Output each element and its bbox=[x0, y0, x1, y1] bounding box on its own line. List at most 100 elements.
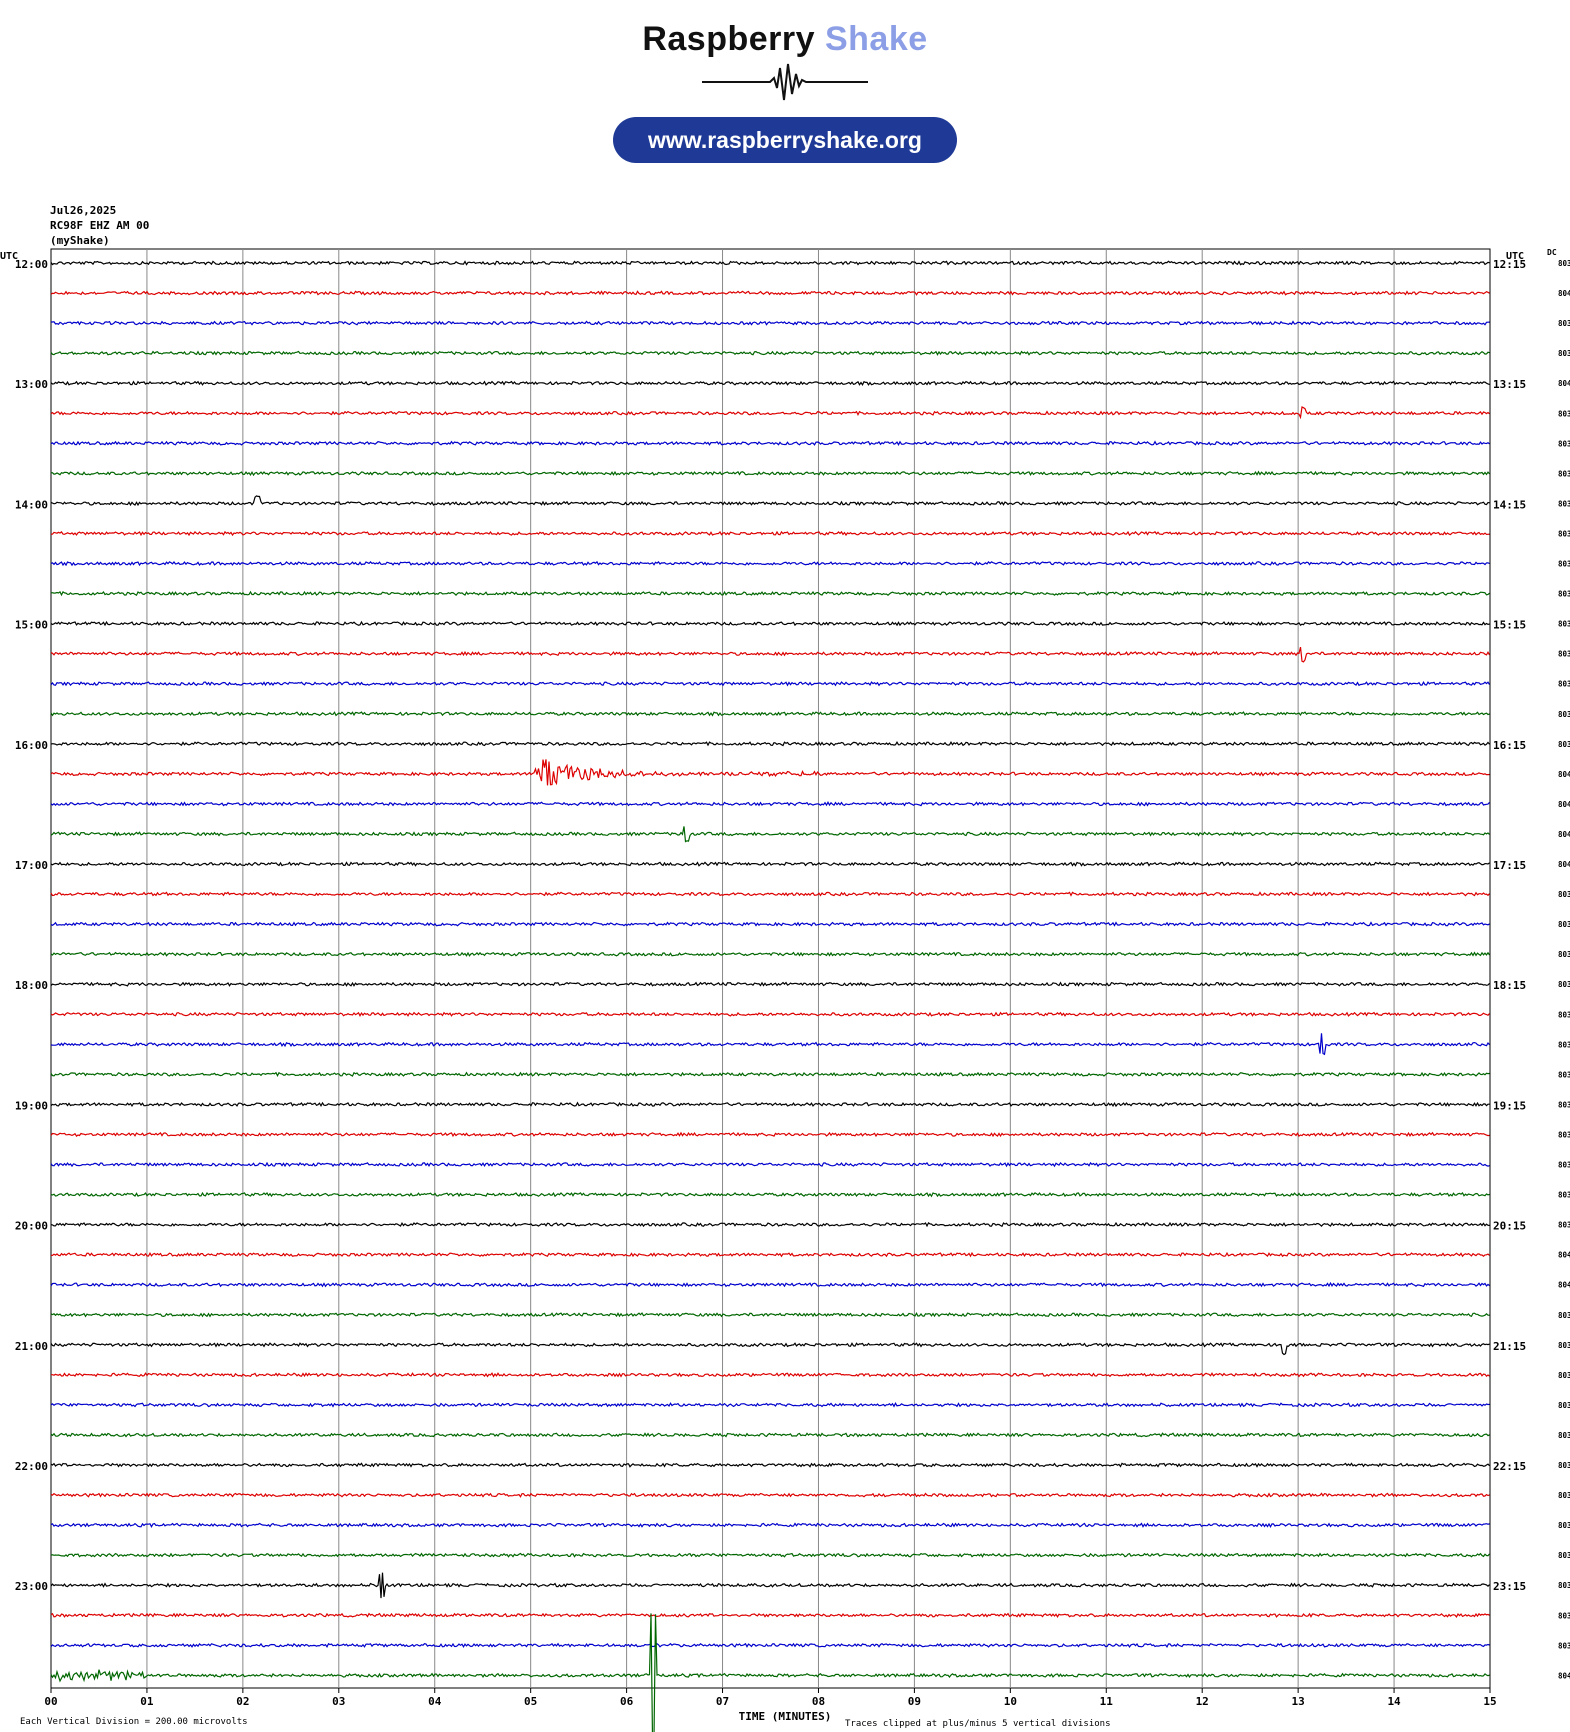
trace-row-22 bbox=[50, 921, 1490, 927]
trace-row-34 bbox=[50, 1281, 1490, 1288]
left-hour-label: 19:00 bbox=[15, 1099, 48, 1112]
dc-value: 8036 bbox=[1558, 1611, 1570, 1620]
right-hour-label: 23:15 bbox=[1493, 1580, 1526, 1593]
trace-row-29 bbox=[50, 1131, 1490, 1138]
left-hour-label: 17:00 bbox=[15, 859, 48, 872]
dc-value: 8045 bbox=[1558, 1671, 1570, 1680]
trace-row-16 bbox=[50, 741, 1490, 747]
trace-row-21 bbox=[50, 891, 1490, 897]
trace-row-26 bbox=[50, 1033, 1490, 1056]
x-tick-label: 09 bbox=[908, 1695, 921, 1708]
trace-row-18 bbox=[50, 801, 1490, 807]
trace-row-4 bbox=[50, 380, 1490, 386]
left-hour-label: 14:00 bbox=[15, 498, 48, 511]
x-tick-label: 12 bbox=[1196, 1695, 1209, 1708]
left-hour-label: 12:00 bbox=[15, 258, 48, 271]
right-hour-label: 18:15 bbox=[1493, 979, 1526, 992]
trace-row-5 bbox=[50, 406, 1490, 420]
x-tick-label: 10 bbox=[1004, 1695, 1017, 1708]
x-tick-label: 07 bbox=[716, 1695, 729, 1708]
x-tick-label: 03 bbox=[332, 1695, 345, 1708]
trace-row-30 bbox=[50, 1161, 1490, 1168]
dc-value: 8034 bbox=[1558, 1371, 1570, 1380]
dc-value: 8039 bbox=[1558, 1130, 1570, 1139]
dc-value: 8037 bbox=[1558, 1491, 1570, 1500]
x-tick-label: 01 bbox=[140, 1695, 154, 1708]
dc-value: 8037 bbox=[1558, 259, 1570, 268]
right-hour-label: 13:15 bbox=[1493, 378, 1526, 391]
trace-row-32 bbox=[50, 1221, 1490, 1228]
left-hour-label: 15:00 bbox=[15, 619, 48, 632]
right-hour-label: 21:15 bbox=[1493, 1340, 1526, 1353]
dc-value: 8037 bbox=[1558, 1461, 1570, 1470]
left-hour-label: 16:00 bbox=[15, 739, 48, 752]
trace-row-42 bbox=[50, 1522, 1490, 1528]
dc-value: 8036 bbox=[1558, 1070, 1570, 1079]
plot-frame bbox=[50, 248, 1491, 1689]
dc-value: 8039 bbox=[1558, 710, 1570, 719]
x-axis-label: TIME (MINUTES) bbox=[739, 1710, 832, 1723]
right-hour-label: 22:15 bbox=[1493, 1460, 1526, 1473]
dc-value: 8039 bbox=[1558, 1191, 1570, 1200]
trace-row-2 bbox=[51, 320, 1490, 326]
trace-row-40 bbox=[50, 1462, 1490, 1468]
dc-value: 8040 bbox=[1558, 770, 1570, 779]
dc-value: 8036 bbox=[1558, 1311, 1570, 1320]
trace-row-23 bbox=[50, 951, 1490, 957]
trace-row-46 bbox=[50, 1642, 1490, 1649]
right-hour-label: 16:15 bbox=[1493, 739, 1526, 752]
x-tick-label: 06 bbox=[620, 1695, 634, 1708]
x-tick-label: 13 bbox=[1292, 1695, 1305, 1708]
right-hour-label: 19:15 bbox=[1493, 1099, 1526, 1112]
dc-value: 8037 bbox=[1558, 950, 1570, 959]
dc-value: 8039 bbox=[1558, 529, 1570, 538]
x-tick-label: 14 bbox=[1387, 1695, 1401, 1708]
trace-row-7 bbox=[50, 470, 1490, 477]
header-logo: Raspberry Shake www.raspberryshake.org bbox=[0, 0, 1570, 180]
trace-row-28 bbox=[50, 1101, 1490, 1108]
dc-value: 8039 bbox=[1558, 1040, 1570, 1049]
trace-row-17 bbox=[50, 759, 1490, 786]
dc-value: 8037 bbox=[1558, 620, 1570, 629]
clip-note: Traces clipped at plus/minus 5 vertical … bbox=[845, 1719, 1111, 1729]
trace-row-20 bbox=[50, 861, 1490, 867]
trace-row-43 bbox=[50, 1552, 1490, 1558]
trace-row-12 bbox=[50, 620, 1490, 627]
right-utc-label: UTC bbox=[1506, 251, 1524, 262]
dc-value: 8037 bbox=[1558, 409, 1570, 418]
x-tick-label: 02 bbox=[236, 1695, 249, 1708]
left-hour-label: 23:00 bbox=[15, 1580, 48, 1593]
dc-value: 8040 bbox=[1558, 1281, 1570, 1290]
x-tick-label: 15 bbox=[1483, 1695, 1496, 1708]
trace-row-35 bbox=[50, 1312, 1490, 1318]
dc-value: 8039 bbox=[1558, 1581, 1570, 1590]
trace-row-39 bbox=[50, 1432, 1490, 1438]
trace-row-0 bbox=[50, 260, 1490, 266]
dc-value: 8037 bbox=[1558, 650, 1570, 659]
trace-row-11 bbox=[50, 590, 1490, 597]
right-hour-label: 14:15 bbox=[1493, 498, 1526, 511]
trace-row-47 bbox=[50, 1613, 1490, 1732]
trace-row-14 bbox=[50, 680, 1491, 687]
brand-name-part2: Shake bbox=[824, 20, 928, 58]
trace-row-15 bbox=[50, 711, 1490, 717]
website-link[interactable]: www.raspberryshake.org bbox=[613, 117, 957, 163]
x-tick-label: 05 bbox=[524, 1695, 537, 1708]
dc-value: 8039 bbox=[1558, 1341, 1570, 1350]
trace-row-44 bbox=[50, 1572, 1490, 1599]
dc-value: 8037 bbox=[1558, 1161, 1570, 1170]
right-hour-label: 20:15 bbox=[1493, 1220, 1526, 1233]
trace-row-27 bbox=[50, 1071, 1490, 1078]
dc-value: 8040 bbox=[1558, 800, 1570, 809]
trace-row-8 bbox=[50, 495, 1490, 507]
x-tick-label: 11 bbox=[1100, 1695, 1114, 1708]
